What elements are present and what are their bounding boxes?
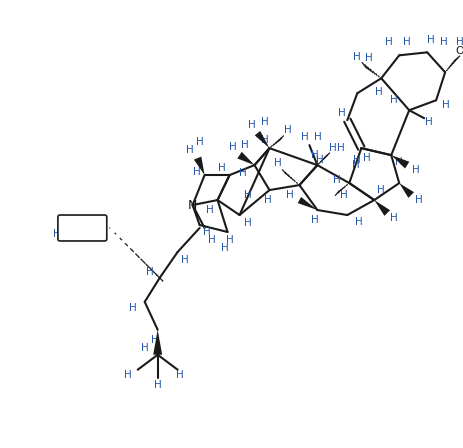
Text: H: H bbox=[353, 155, 360, 165]
Text: H: H bbox=[385, 37, 392, 47]
Text: H: H bbox=[376, 185, 384, 195]
Text: H: H bbox=[243, 218, 251, 228]
Text: H: H bbox=[150, 335, 158, 345]
Text: H: H bbox=[353, 52, 360, 62]
Text: H: H bbox=[263, 195, 271, 205]
Text: H: H bbox=[205, 205, 213, 215]
Text: H: H bbox=[53, 229, 61, 239]
Text: H: H bbox=[426, 35, 434, 45]
Text: H: H bbox=[310, 150, 318, 160]
Text: H: H bbox=[225, 235, 233, 245]
Text: H: H bbox=[352, 160, 359, 170]
Text: H: H bbox=[192, 167, 200, 177]
Text: H: H bbox=[313, 132, 320, 142]
Text: H: H bbox=[260, 135, 268, 145]
Text: H: H bbox=[329, 143, 337, 153]
Text: H: H bbox=[195, 137, 203, 147]
Text: H: H bbox=[425, 117, 432, 127]
Text: H: H bbox=[247, 120, 255, 130]
Text: H: H bbox=[129, 303, 136, 313]
Text: H: H bbox=[202, 227, 210, 237]
Polygon shape bbox=[237, 152, 254, 165]
Text: H: H bbox=[240, 140, 248, 150]
Polygon shape bbox=[254, 131, 269, 148]
Text: H: H bbox=[220, 243, 228, 253]
Text: H: H bbox=[315, 155, 323, 165]
Text: H: H bbox=[402, 37, 410, 47]
Text: H: H bbox=[273, 158, 281, 168]
Text: H: H bbox=[441, 100, 449, 110]
Text: H: H bbox=[414, 195, 422, 205]
Text: H: H bbox=[141, 343, 148, 353]
Polygon shape bbox=[398, 183, 413, 198]
Text: O: O bbox=[455, 46, 463, 56]
Polygon shape bbox=[297, 197, 317, 210]
Polygon shape bbox=[390, 155, 408, 168]
Text: H: H bbox=[375, 87, 382, 97]
Text: H: H bbox=[238, 168, 246, 178]
Text: Abs: Abs bbox=[71, 223, 92, 233]
Text: H: H bbox=[217, 163, 225, 173]
Text: H: H bbox=[175, 370, 183, 380]
Polygon shape bbox=[374, 200, 389, 216]
Text: H: H bbox=[300, 132, 307, 142]
Text: H: H bbox=[124, 370, 131, 380]
Text: H: H bbox=[207, 235, 215, 245]
Text: H: H bbox=[145, 267, 153, 277]
Text: H: H bbox=[260, 117, 268, 127]
Text: H: H bbox=[389, 95, 397, 105]
Text: H: H bbox=[394, 157, 402, 167]
Text: H: H bbox=[333, 175, 340, 185]
Text: H: H bbox=[365, 53, 372, 63]
Text: H: H bbox=[389, 213, 397, 223]
Text: H: H bbox=[285, 190, 293, 200]
Text: H: H bbox=[228, 142, 236, 152]
Text: N: N bbox=[188, 198, 197, 211]
Text: H: H bbox=[185, 145, 193, 155]
Text: H: H bbox=[154, 380, 161, 390]
FancyBboxPatch shape bbox=[58, 215, 106, 241]
Text: H: H bbox=[181, 255, 188, 265]
Text: H: H bbox=[340, 190, 347, 200]
Text: H: H bbox=[355, 217, 363, 227]
Text: H: H bbox=[337, 143, 344, 153]
Polygon shape bbox=[153, 330, 162, 355]
Text: H: H bbox=[439, 37, 447, 47]
Polygon shape bbox=[194, 157, 204, 175]
Text: H: H bbox=[310, 215, 318, 225]
Text: H: H bbox=[338, 108, 345, 118]
Text: H: H bbox=[455, 37, 463, 47]
Text: H: H bbox=[363, 153, 370, 163]
Text: H: H bbox=[412, 165, 419, 175]
Text: H: H bbox=[243, 190, 251, 200]
Text: H: H bbox=[283, 125, 291, 135]
